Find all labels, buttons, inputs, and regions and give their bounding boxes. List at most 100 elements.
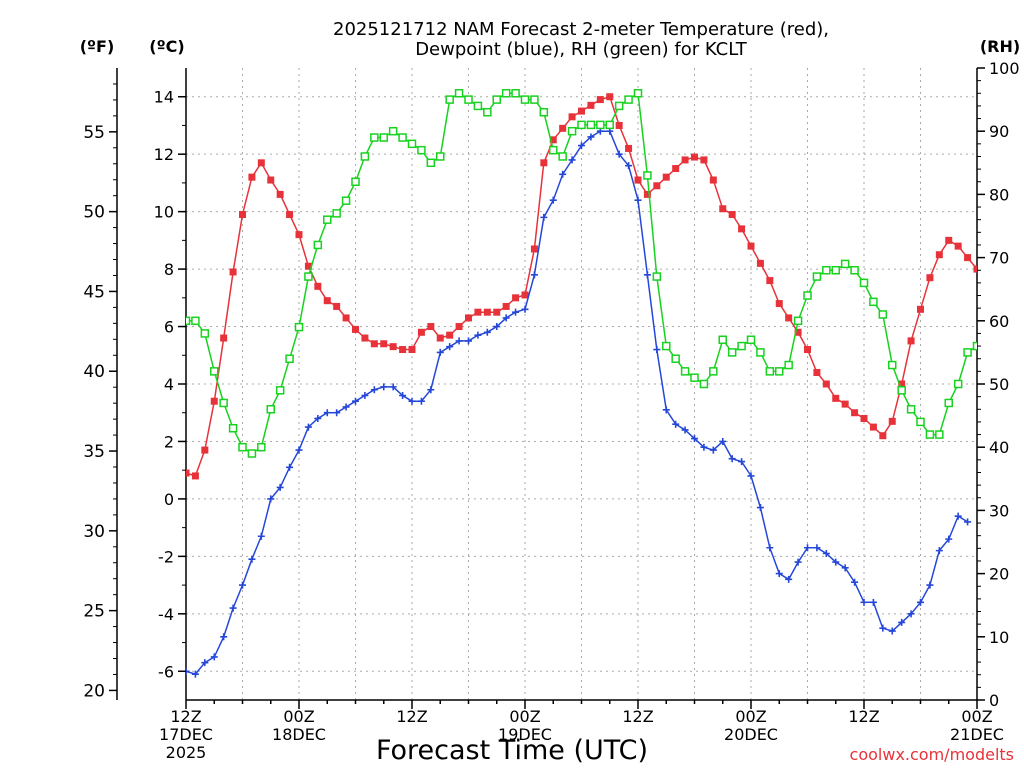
rh-point bbox=[520, 95, 530, 104]
time-tick-label: 19DEC bbox=[498, 725, 552, 744]
temperature-point bbox=[352, 325, 359, 333]
rh-point bbox=[247, 449, 257, 458]
temperature-point bbox=[417, 328, 425, 336]
temperature-point bbox=[502, 302, 510, 310]
celsius-tick-label: 10 bbox=[154, 203, 174, 222]
dewpoint-point bbox=[493, 323, 501, 331]
rh-point bbox=[200, 329, 210, 338]
dewpoint-point bbox=[380, 383, 388, 391]
temperature-point bbox=[220, 334, 228, 342]
temperature-point bbox=[851, 409, 859, 417]
dewpoint-point bbox=[436, 348, 444, 356]
rh-point bbox=[916, 417, 925, 427]
dewpoint-point bbox=[766, 544, 774, 552]
dewpoint-point bbox=[417, 397, 425, 405]
temperature-point bbox=[869, 423, 877, 431]
rh-point bbox=[633, 89, 643, 98]
dewpoint-point bbox=[954, 512, 962, 520]
dewpoint-point bbox=[323, 409, 331, 417]
temperature-point bbox=[474, 308, 482, 316]
rh-tick-label: 70 bbox=[989, 249, 1009, 268]
fahrenheit-tick-label: 35 bbox=[83, 442, 105, 462]
temperature-point bbox=[559, 124, 567, 132]
temperature-point bbox=[898, 380, 906, 388]
rh-point bbox=[671, 354, 680, 363]
rh-point bbox=[680, 367, 690, 376]
dewpoint-point bbox=[643, 271, 651, 279]
temperature-point bbox=[568, 113, 576, 121]
celsius-tick-label: -2 bbox=[158, 547, 174, 566]
celsius-tick-label: 6 bbox=[164, 318, 174, 337]
dewpoint-point bbox=[333, 409, 341, 417]
temperature-point bbox=[540, 159, 548, 167]
rh-point bbox=[699, 379, 709, 389]
celsius-tick-label: -6 bbox=[158, 662, 174, 681]
temperature-point bbox=[738, 225, 746, 233]
rh-point bbox=[332, 209, 341, 218]
rh-point bbox=[501, 89, 511, 98]
rh-point bbox=[257, 442, 266, 452]
temperature-point bbox=[361, 334, 369, 342]
rh-point bbox=[379, 133, 388, 142]
dewpoint-point bbox=[879, 624, 887, 632]
time-tick-label: 12Z bbox=[622, 707, 653, 726]
chart-title-line2: Dewpoint (blue), RH (green) for KCLT bbox=[415, 39, 748, 60]
time-tick-label: 2025 bbox=[166, 743, 207, 762]
dewpoint-point bbox=[229, 604, 237, 612]
temperature-point bbox=[719, 205, 727, 213]
rh-point bbox=[398, 133, 407, 142]
temperature-point bbox=[935, 251, 943, 259]
rh-point bbox=[445, 95, 454, 104]
temperature-point bbox=[587, 101, 595, 109]
dewpoint-point bbox=[399, 391, 407, 399]
temperature-point bbox=[295, 231, 303, 239]
rh-point bbox=[822, 265, 831, 275]
celsius-tick-label: -4 bbox=[158, 605, 174, 624]
dewpoint-point bbox=[681, 426, 689, 434]
time-tick-label: 17DEC bbox=[159, 725, 213, 744]
temperature-point bbox=[436, 334, 444, 342]
dewpoint-point bbox=[267, 495, 275, 503]
temperature-point bbox=[380, 340, 388, 348]
dewpoint-point bbox=[898, 618, 906, 626]
temperature-point bbox=[248, 173, 256, 181]
rh-point bbox=[426, 158, 436, 168]
celsius-tick-label: 14 bbox=[154, 88, 174, 107]
dewpoint-point bbox=[427, 386, 435, 394]
temperature-point bbox=[333, 302, 341, 310]
temperature-point bbox=[643, 190, 651, 198]
rh-point bbox=[483, 107, 492, 117]
temperature-point bbox=[747, 242, 755, 250]
temperature-point bbox=[634, 176, 642, 184]
rh-point bbox=[219, 398, 228, 408]
rh-point bbox=[228, 423, 238, 433]
dewpoint-point bbox=[549, 196, 557, 204]
rh-point bbox=[652, 272, 662, 281]
celsius-tick-label: 4 bbox=[164, 375, 174, 394]
temperature-point bbox=[860, 414, 868, 422]
rh-point bbox=[746, 335, 756, 345]
dewpoint-point bbox=[747, 472, 755, 480]
dewpoint-point bbox=[822, 549, 830, 557]
rh-point bbox=[878, 310, 888, 319]
dewpoint-point bbox=[361, 391, 369, 399]
time-tick-label: 12Z bbox=[848, 707, 879, 726]
rh-point bbox=[756, 348, 765, 357]
series-group bbox=[186, 89, 977, 678]
watermark: coolwx.com/modelts bbox=[850, 745, 1014, 764]
rh-point bbox=[935, 430, 944, 439]
temperature-point bbox=[606, 93, 614, 101]
dewpoint-point bbox=[653, 346, 661, 354]
dewpoint-point bbox=[587, 133, 595, 141]
rh-point bbox=[850, 265, 859, 275]
rh-point bbox=[953, 379, 963, 389]
rh-point bbox=[869, 297, 878, 307]
temperature-point bbox=[785, 314, 793, 322]
temperature-point bbox=[191, 472, 199, 480]
temperature-point bbox=[954, 242, 962, 250]
temperature-point bbox=[973, 265, 977, 273]
temperature-point bbox=[596, 96, 604, 104]
rh-point bbox=[266, 405, 275, 414]
rh-point bbox=[727, 348, 737, 357]
temperature-point bbox=[813, 369, 821, 377]
